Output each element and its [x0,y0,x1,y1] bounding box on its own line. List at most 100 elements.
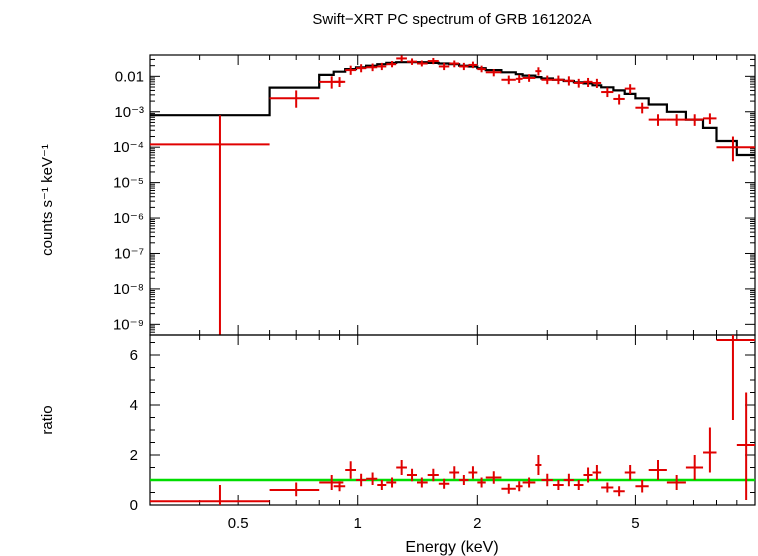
spectrum-data-point [666,114,686,126]
spectrum-data-point [685,114,704,126]
ratio-data-point [269,482,320,497]
spectrum-data-point [583,77,593,87]
y-tick-label: 6 [130,347,138,364]
x-tick-label: 0.5 [228,515,249,532]
spectrum-data-point [269,90,320,108]
ratio-data-point [563,473,574,487]
spectrum-data-point [366,63,378,72]
spectrum-data-point [635,102,649,114]
spectrum-data-point [541,75,553,85]
spectrum-data-point [624,84,636,94]
spectrum-frame [149,54,756,336]
ratio-data-point [449,466,460,479]
spectrum-panel: 10⁻⁹ 10⁻⁸ 10⁻⁷ 10⁻⁶ 10⁻⁵ 10⁻⁴ 10⁻³ 0.01 [113,54,756,336]
ratio-data-point [345,461,356,479]
ratio-data-point [601,482,614,493]
spectrum-data-point [406,58,418,65]
ratio-data-point [703,427,717,473]
x-axis-label: Energy (keV) [405,539,498,556]
ratio-data-point [583,467,593,483]
ratio-data-point [438,478,450,489]
y-tick-label: 10⁻³ [114,104,144,121]
y-tick-label: 0.01 [115,68,144,85]
ratio-data-point [624,465,636,480]
spectrum-data-point [333,77,346,87]
ratio-data-point [716,335,755,420]
ratio-data-point [366,472,378,485]
chart-title: Swift−XRT PC spectrum of GRB 161202A [312,11,591,28]
spectrum-data-point [485,69,502,77]
y-tick-label: 10⁻⁶ [113,210,144,227]
spectrum-data-point [449,60,460,68]
spectrum-data-point [522,74,536,82]
ratio-data-point [386,477,397,488]
y-tick-label: 2 [130,447,138,464]
ratio-frame [149,334,756,506]
spectrum-data-point [703,113,717,125]
ratio-data-point [377,480,387,490]
spectrum-data-point [648,114,667,126]
ratio-data-point [501,483,516,494]
ratio-data-point [648,460,667,480]
ratio-data-point [535,455,542,475]
ratio-data-point [573,480,584,490]
y-tick-label: 4 [130,397,138,414]
spectrum-data-point [613,94,625,105]
ratio-data-point [522,477,536,488]
y-tick-label: 10⁻⁵ [113,175,144,192]
ratio-data-point [333,481,346,492]
y-tick-label: 10⁻⁴ [113,139,144,156]
ratio-data-point [417,477,428,488]
spectrum-data-point [601,87,614,98]
spectrum-data-point [386,61,397,68]
spectrum-data-point [438,62,450,71]
spectrum-data-point [355,64,367,73]
model-step-line [150,61,755,157]
ratio-data-point [477,477,486,488]
ratio-data-point [515,481,523,492]
spectrum-data-point [477,65,486,73]
spectrum-data-point [377,62,387,71]
y-tick-label: 0 [130,497,138,514]
ratio-data-point [552,480,564,490]
ratio-data-point [396,460,407,475]
spectrum-data-point [468,61,478,69]
ratio-data-point [150,485,270,505]
spectrum-data-point [459,62,469,71]
ratio-data-point [459,475,469,485]
ratio-data-point [355,473,367,487]
y-tick-label: 10⁻⁹ [113,316,144,333]
y-tick-label: 10⁻⁷ [114,245,144,262]
spectrum-data-point [515,74,523,83]
ratio-data-point [541,473,553,487]
y-tick-label: 10⁻⁸ [113,281,144,298]
ratio-data-point [406,468,418,482]
spectrum-data-point [427,57,439,65]
ratio-data-point [635,480,649,493]
ratio-data-point [592,465,602,480]
y-axis-label-ratio: ratio [39,405,56,434]
ratio-data-point [613,486,625,497]
x-tick-label: 5 [631,515,639,532]
spectrum-data-point [592,78,602,88]
ratio-data-point [427,468,439,482]
x-tick-label: 1 [354,515,362,532]
ratio-data-point [736,392,755,500]
spectrum-data-point [396,55,407,62]
ratio-data-point [685,455,704,480]
spectrum-data-point [150,115,270,335]
spectrum-data-point [573,78,584,88]
spectrum-data-point [345,65,356,75]
spectrum-data-point [501,75,516,85]
x-tick-label: 2 [473,515,481,532]
y-axis-label-spectrum: counts s⁻¹ keV⁻¹ [39,144,56,256]
ratio-data-point [485,471,502,484]
ratio-data-point [666,475,686,490]
spectrum-data-point [417,60,428,67]
spectrum-data-point [563,76,574,86]
spectrum-data-point [535,67,542,76]
ratio-data-point [468,466,478,479]
spectrum-data-point [716,136,755,162]
ratio-panel: 0.5 1 2 5 0 2 4 6 [130,334,756,532]
